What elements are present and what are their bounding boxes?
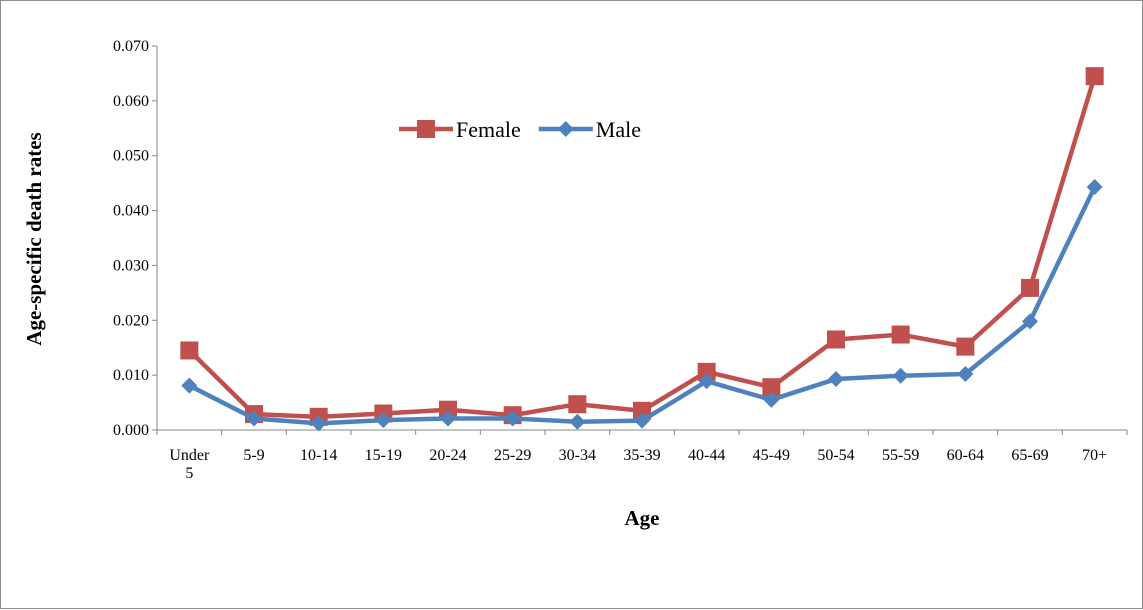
x-tick-label: 35-39: [623, 447, 660, 464]
y-tick-label: 0.060: [113, 93, 149, 110]
female-data-point: [827, 330, 845, 349]
series-line-male: [188, 186, 1097, 426]
y-tick-label: 0.030: [113, 257, 149, 274]
x-tick-label-line: 10-14: [300, 447, 337, 464]
x-tick-label-line: 40-44: [688, 447, 725, 464]
x-tick-label: 30-34: [559, 447, 596, 464]
male-data-point: [1022, 313, 1038, 330]
x-tick-label: 45-49: [753, 447, 790, 464]
legend-marker-female: [417, 120, 435, 138]
x-tick-label: 65-69: [1011, 447, 1048, 464]
male-data-point: [698, 373, 715, 390]
x-tick-label-line: Under: [169, 447, 210, 464]
series-male: [181, 178, 1103, 432]
y-tick-label: 0.050: [113, 148, 149, 165]
x-tick-label-line: 60-64: [947, 447, 984, 464]
female-data-point: [1085, 67, 1104, 86]
y-tick-label: 0.020: [113, 312, 149, 329]
male-data-point: [828, 370, 844, 387]
female-data-point: [439, 400, 457, 419]
x-tick-label-line: 15-19: [365, 447, 402, 464]
male-data-point: [246, 410, 262, 427]
legend-item-male: Male: [538, 117, 641, 142]
series-line-female: [187, 75, 1097, 420]
x-tick-label: 15-19: [365, 447, 402, 464]
male-data-point: [892, 367, 909, 384]
x-tick-label: 50-54: [817, 447, 854, 464]
male-data-point: [1086, 178, 1103, 195]
x-tick-label-line: 65-69: [1011, 447, 1048, 464]
x-tick-label-line: 20-24: [429, 447, 466, 464]
male-data-point: [440, 410, 456, 427]
x-tick-label-line: 55-59: [882, 447, 919, 464]
female-data-point: [762, 378, 781, 397]
x-tick-label: 70+: [1082, 447, 1107, 464]
male-data-point: [569, 413, 586, 430]
x-tick-label-line: 50-54: [817, 447, 854, 464]
x-tick-label: 5-9: [243, 447, 264, 464]
male-data-point: [375, 412, 392, 429]
x-tick-label-line: 5-9: [243, 447, 264, 464]
y-axis-title: Age-specific death rates: [22, 132, 46, 345]
x-tick-label: 25-29: [494, 447, 531, 464]
y-tick-label: 0.040: [113, 203, 149, 220]
legend-item-female: Female: [399, 117, 521, 142]
x-tick-label: 55-59: [882, 447, 919, 464]
male-data-point: [504, 410, 521, 427]
female-data-point: [891, 325, 910, 344]
x-tick-label-line: 25-29: [494, 447, 531, 464]
legend-label-male: Male: [596, 117, 641, 142]
male-data-point: [957, 366, 974, 383]
male-data-point: [634, 412, 650, 429]
x-tick-label: 60-64: [947, 447, 984, 464]
male-data-point: [181, 377, 198, 394]
x-tick-label-line: 35-39: [623, 447, 660, 464]
male-data-point: [763, 391, 780, 408]
legend-marker-male: [557, 121, 574, 137]
x-tick-label: 20-24: [429, 447, 466, 464]
x-tick-label-line: 45-49: [753, 447, 790, 464]
female-data-point: [956, 337, 975, 356]
legend: Female Male: [399, 117, 641, 142]
series-group: [180, 67, 1104, 432]
x-tick-label: 10-14: [300, 447, 337, 464]
x-axis: Under 5 5-9 10-14 15-19 20-24 25-29 30-34 35-39 4…: [156, 429, 1128, 482]
x-tick-label-line: 30-34: [559, 447, 596, 464]
x-tick-label: 40-44: [688, 447, 725, 464]
male-data-point: [310, 415, 327, 432]
y-tick-label: 0.070: [113, 38, 149, 55]
y-tick-label: 0.000: [113, 422, 149, 439]
x-tick-label-line: 5: [185, 465, 193, 482]
female-data-point: [568, 395, 587, 414]
legend-label-female: Female: [456, 117, 521, 142]
female-data-point: [1021, 278, 1039, 297]
female-data-point: [697, 362, 716, 381]
x-tick-label: Under 5: [169, 447, 210, 482]
x-axis-title: Age: [625, 506, 660, 530]
y-tick-label: 0.010: [113, 367, 149, 384]
y-axis: 0.000 0.010 0.020 0.030 0.040 0.050 0.060 0.070: [113, 38, 158, 439]
female-data-point: [180, 341, 199, 360]
x-tick-label-line: 70+: [1082, 447, 1107, 464]
